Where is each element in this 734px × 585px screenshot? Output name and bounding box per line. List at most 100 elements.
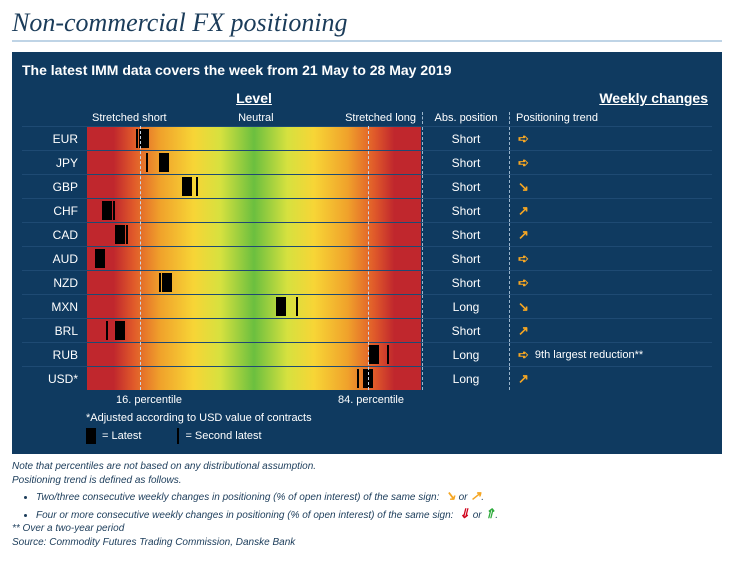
footnote-bullet-1: Two/three consecutive weekly changes in … [36, 487, 722, 505]
header-level: Level [86, 90, 422, 106]
table-row: USD*Long↗ [22, 366, 712, 390]
marker-second-latest [106, 321, 108, 340]
spectrum-cell [86, 319, 422, 342]
spectrum-cell [86, 367, 422, 390]
marker-second-latest [387, 345, 389, 364]
trend-cell: ↗ [510, 367, 712, 390]
abs-position: Short [422, 199, 510, 222]
percentile-line-high [368, 126, 369, 390]
marker-latest [115, 225, 125, 244]
trend-cell: ➪ [510, 127, 712, 150]
spectrum-cell [86, 127, 422, 150]
marker-second-latest [126, 225, 128, 244]
trend-arrow-icon: ➪ [518, 155, 529, 171]
percentile-labels: 16. percentile 84. percentile [22, 394, 712, 406]
trend-arrow-icon: ➪ [518, 251, 529, 267]
trend-arrow-icon: ➪ [518, 347, 529, 363]
marker-latest [115, 321, 125, 340]
currency-label: AUD [22, 247, 86, 270]
table-row: NZD Short➪ [22, 270, 712, 294]
table-row: GBPShort↘ [22, 174, 712, 198]
trend-arrow-icon: ↘ [518, 179, 529, 195]
currency-label: CAD [22, 223, 86, 246]
spectrum-cell [86, 175, 422, 198]
marker-latest [162, 273, 172, 292]
table-row: BRLShort↗ [22, 318, 712, 342]
chart-panel: The latest IMM data covers the week from… [12, 52, 722, 454]
percentile-high-label: 84. percentile [338, 394, 404, 406]
arrow-up-orange-icon: ↗ [470, 487, 481, 505]
abs-position: Short [422, 175, 510, 198]
label-abs-position: Abs. position [422, 112, 510, 124]
abs-position: Short [422, 271, 510, 294]
header-weekly-changes: Weekly changes [510, 90, 712, 106]
data-grid: EURShort➪JPYShort➪GBPShort↘CHFShort↗CADS… [22, 126, 712, 390]
footnote-percentile: Note that percentiles are not based on a… [12, 460, 722, 474]
label-neutral: Neutral [238, 112, 273, 124]
abs-position: Short [422, 223, 510, 246]
spectrum-cell [86, 271, 422, 294]
marker-second-latest [159, 273, 161, 292]
legend: *Adjusted according to USD value of cont… [22, 412, 712, 444]
currency-label: EUR [22, 127, 86, 150]
legend-second-label: = Second latest [185, 430, 261, 442]
page-title: Non-commercial FX positioning [12, 8, 722, 42]
table-row: JPY Short ➪ [22, 150, 712, 174]
table-row: MXNLong↘ [22, 294, 712, 318]
footnotes: Note that percentiles are not based on a… [12, 460, 722, 549]
footnote-bullet-2: Four or more consecutive weekly changes … [36, 505, 722, 523]
usd-note: *Adjusted according to USD value of cont… [86, 412, 712, 424]
marker-latest [159, 153, 169, 172]
abs-position: Short [422, 319, 510, 342]
legend-swatch-second [177, 428, 179, 444]
marker-second-latest [296, 297, 298, 316]
trend-cell: ➪ [510, 271, 712, 294]
currency-label: MXN [22, 295, 86, 318]
percentile-line-low [140, 126, 141, 390]
currency-label: CHF [22, 199, 86, 222]
abs-position: Short [422, 247, 510, 270]
arrow-down-red-icon: ⇓ [459, 505, 470, 523]
table-row: RUBLong➪9th largest reduction** [22, 342, 712, 366]
spectrum-cell [86, 295, 422, 318]
label-stretched-short: Stretched short [92, 112, 167, 124]
table-row: CAD Short ↗ [22, 222, 712, 246]
sub-headers: Stretched short Neutral Stretched long A… [22, 112, 712, 124]
footnote-two-year: ** Over a two-year period [12, 522, 722, 536]
abs-position: Short [422, 127, 510, 150]
arrow-up-green-icon: ⇑ [484, 505, 495, 523]
percentile-low-label: 16. percentile [116, 394, 182, 406]
marker-latest [102, 201, 112, 220]
trend-cell: ↗ [510, 223, 712, 246]
spectrum-cell [86, 247, 422, 270]
spectrum-cell [86, 223, 422, 246]
marker-second-latest [196, 177, 198, 196]
spectrum-cell [86, 199, 422, 222]
trend-arrow-icon: ↗ [518, 323, 529, 339]
trend-cell: ➪ [510, 151, 712, 174]
marker-second-latest [113, 201, 115, 220]
subtitle: The latest IMM data covers the week from… [22, 62, 712, 78]
trend-cell: ➪ 9th largest reduction** [510, 343, 712, 366]
currency-label: NZD [22, 271, 86, 294]
spectrum-cell [86, 151, 422, 174]
spectrum-cell [86, 343, 422, 366]
marker-latest [95, 249, 105, 268]
marker-second-latest [357, 369, 359, 388]
abs-position: Short [422, 151, 510, 174]
label-positioning-trend: Positioning trend [510, 112, 712, 124]
footnote-trend-def: Positioning trend is defined as follows. [12, 474, 722, 488]
table-row: EUR Short ➪ [22, 126, 712, 150]
abs-position: Long [422, 367, 510, 390]
trend-arrow-icon: ➪ [518, 131, 529, 147]
trend-note: 9th largest reduction** [535, 349, 643, 361]
trend-arrow-icon: ↗ [518, 227, 529, 243]
label-stretched-long: Stretched long [345, 112, 416, 124]
currency-label: JPY [22, 151, 86, 174]
table-row: AUD Short ➪ [22, 246, 712, 270]
table-row: CHFShort↗ [22, 198, 712, 222]
marker-latest [276, 297, 286, 316]
currency-label: RUB [22, 343, 86, 366]
abs-position: Long [422, 295, 510, 318]
legend-swatch-latest [86, 428, 96, 444]
